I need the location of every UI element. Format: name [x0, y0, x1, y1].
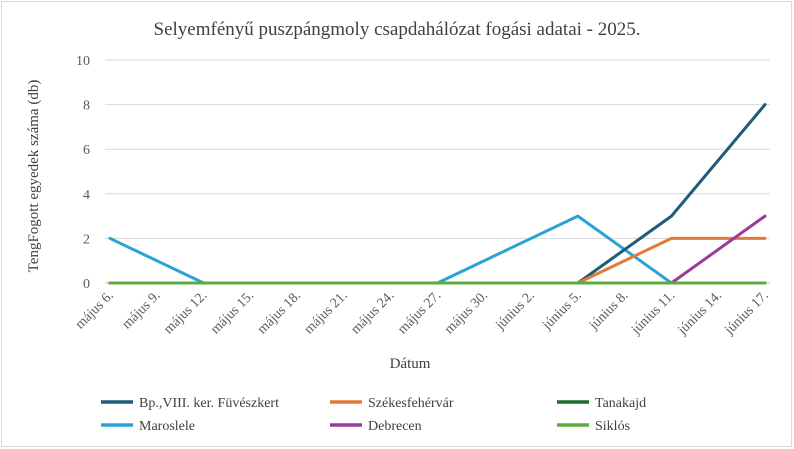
legend-label: Maroslele — [139, 419, 195, 434]
y-tick-label: 6 — [83, 143, 90, 158]
x-tick-label: május 24. — [348, 288, 397, 337]
legend-label: Székesfehérvár — [368, 396, 454, 411]
y-tick-label: 8 — [83, 99, 90, 114]
x-tick-label: május 21. — [302, 288, 351, 337]
x-tick-label: június 2. — [492, 288, 537, 333]
x-tick-label: június 14. — [675, 288, 725, 338]
x-axis-label: Dátum — [390, 356, 431, 372]
legend-label: Bp.,VIII. ker. Füvészkert — [139, 396, 279, 411]
y-tick-label: 4 — [83, 188, 90, 203]
y-tick-label: 0 — [83, 277, 90, 292]
legend-label: Debrecen — [368, 419, 422, 434]
series-lines — [108, 103, 767, 285]
y-tick-label: 2 — [83, 232, 90, 247]
x-tick-label: május 9. — [119, 288, 163, 332]
legend-label: Siklós — [595, 419, 630, 434]
y-axis-label: TengFogott egyedek száma (db) — [26, 80, 42, 273]
x-tick-label: május 15. — [208, 288, 257, 337]
x-tick-label: június 5. — [539, 288, 584, 333]
x-tick-label: május 12. — [161, 288, 210, 337]
y-tick-labels: 0 2 4 6 8 10 — [76, 54, 90, 292]
series-line — [108, 214, 767, 285]
y-tick-label: 10 — [76, 54, 90, 69]
x-tick-label: május 6. — [73, 288, 117, 332]
x-tick-labels: május 6. május 9.május 12.május 15.május … — [73, 288, 772, 338]
legend: Bp.,VIII. ker. Füvészkert Székesfehérvár T… — [101, 396, 646, 434]
series-line — [108, 214, 767, 285]
x-tick-label: május 18. — [255, 288, 304, 337]
x-tick-label: május 27. — [395, 288, 444, 337]
x-tick-label: június 11. — [628, 288, 678, 338]
series-line — [108, 236, 767, 285]
gridlines — [105, 59, 770, 284]
x-tick-label: június 8. — [586, 288, 631, 333]
x-tick-label: május 30. — [442, 288, 491, 337]
x-tick-label: június 17. — [721, 288, 771, 338]
chart-title: Selyemfényű puszpángmoly csapdahálózat f… — [154, 19, 641, 40]
legend-label: Tanakajd — [595, 396, 646, 411]
